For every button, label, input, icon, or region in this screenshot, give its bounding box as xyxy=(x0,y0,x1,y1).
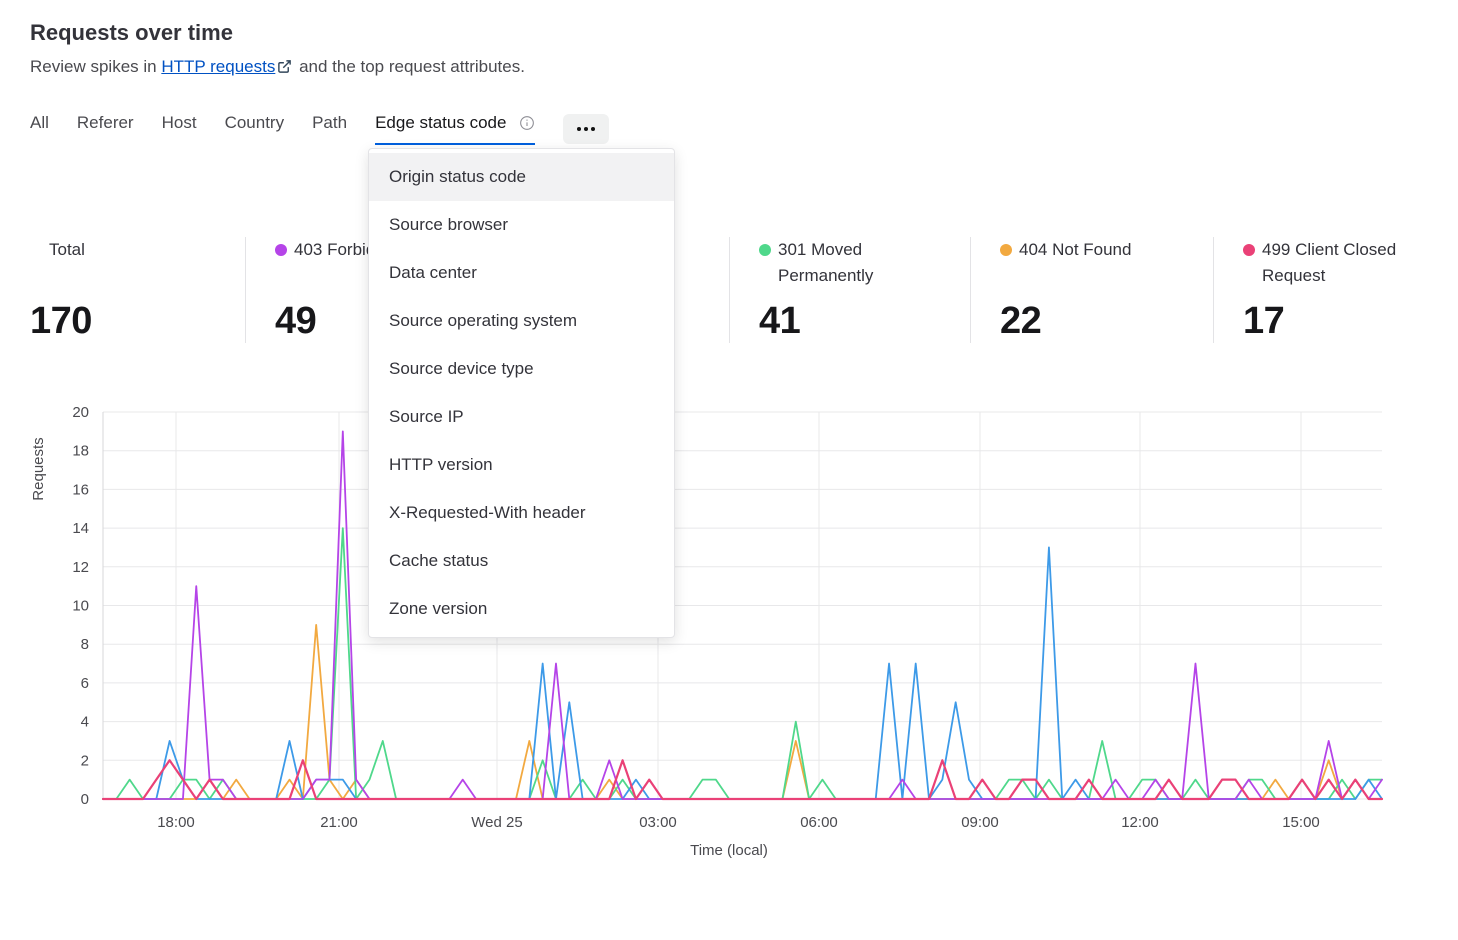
svg-text:06:00: 06:00 xyxy=(800,814,838,831)
svg-text:6: 6 xyxy=(81,675,89,692)
svg-text:12: 12 xyxy=(72,559,89,576)
svg-text:8: 8 xyxy=(81,636,89,653)
svg-text:2: 2 xyxy=(81,752,89,769)
svg-text:18: 18 xyxy=(72,443,89,460)
svg-text:16: 16 xyxy=(72,481,89,498)
svg-text:09:00: 09:00 xyxy=(961,814,999,831)
svg-text:4: 4 xyxy=(81,714,89,731)
svg-text:21:00: 21:00 xyxy=(320,814,358,831)
svg-text:03:00: 03:00 xyxy=(639,814,677,831)
svg-text:0: 0 xyxy=(81,791,89,808)
svg-text:14: 14 xyxy=(72,520,89,537)
svg-text:18:00: 18:00 xyxy=(157,814,195,831)
svg-text:20: 20 xyxy=(72,404,89,421)
svg-text:Wed 25: Wed 25 xyxy=(471,814,522,831)
svg-text:12:00: 12:00 xyxy=(1121,814,1159,831)
svg-text:10: 10 xyxy=(72,598,89,615)
svg-text:15:00: 15:00 xyxy=(1282,814,1320,831)
